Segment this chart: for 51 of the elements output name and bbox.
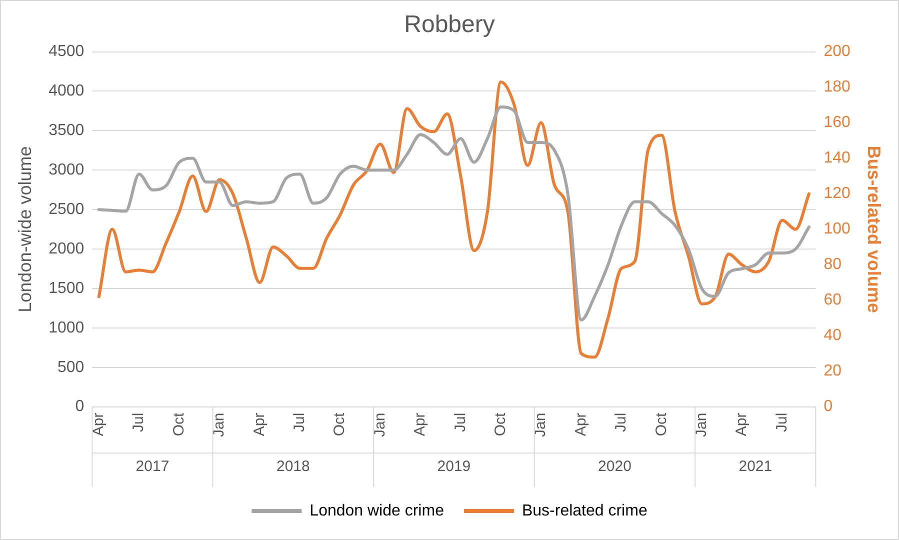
- text: 2020: [598, 458, 632, 476]
- line-series: [97, 80, 811, 359]
- text: 2018: [276, 458, 310, 476]
- y-tick-label: 2000: [48, 240, 84, 258]
- y-tick-label: 0: [75, 398, 84, 416]
- y-axis-title: London-wide volume: [14, 146, 35, 312]
- x-tick-label: Jul: [612, 412, 630, 432]
- x-tick-label: Jan: [532, 412, 550, 438]
- y2-tick-label: 20: [824, 362, 842, 380]
- y2-tick-label: 140: [824, 150, 850, 167]
- x-tick-label: Jul: [291, 412, 308, 432]
- y2-tick-label: 180: [824, 78, 850, 96]
- y2-tick-label: 120: [824, 185, 850, 202]
- x-tick-label: Jan: [210, 412, 228, 438]
- x-tick-label: Jul: [773, 412, 790, 432]
- y2-tick-label: 40: [824, 327, 842, 344]
- x-tick-label: Oct: [492, 412, 509, 436]
- x-tick-label: Apr: [733, 412, 750, 436]
- x-tick-label: Apr: [90, 412, 108, 436]
- y2-tick-label: 80: [824, 256, 842, 274]
- x-tick-label: Jan: [371, 412, 388, 438]
- y-tick-label: 1500: [48, 280, 84, 297]
- line-series: [97, 106, 811, 322]
- chart-title: Robbery: [404, 11, 495, 38]
- x-tick-label: Jul: [130, 412, 148, 432]
- y2-tick-label: 100: [824, 220, 850, 238]
- y-tick-label: 4500: [48, 43, 84, 60]
- legend-label: London wide crime: [310, 502, 444, 520]
- x-tick-label: Jul: [452, 412, 469, 432]
- y-tick-label: 500: [57, 358, 84, 376]
- text: 2019: [437, 458, 471, 476]
- y2-tick-label: 200: [824, 43, 850, 60]
- x-tick-label: Apr: [572, 412, 590, 436]
- y2-axis-title: Bus-related volume: [864, 146, 884, 313]
- legend-label: Bus-related crime: [522, 502, 648, 520]
- text: 2017: [136, 458, 170, 476]
- y-tick-label: 1000: [48, 319, 84, 336]
- y2-tick-label: 160: [824, 114, 850, 132]
- y-tick-label: 3000: [48, 162, 84, 179]
- x-tick-label: Apr: [412, 412, 429, 436]
- y2-tick-label: 60: [824, 292, 842, 309]
- y-tick-label: 4000: [48, 82, 84, 100]
- x-tick-label: Oct: [170, 412, 188, 436]
- y-tick-label: 2500: [48, 200, 84, 218]
- x-tick-label: Oct: [652, 412, 670, 436]
- text: 2021: [738, 458, 772, 476]
- y2-tick-label: 0: [824, 398, 833, 416]
- y-tick-label: 3500: [48, 122, 84, 140]
- x-tick-label: Oct: [331, 412, 348, 436]
- x-tick-label: Jan: [692, 412, 710, 438]
- x-tick-label: Apr: [250, 412, 268, 436]
